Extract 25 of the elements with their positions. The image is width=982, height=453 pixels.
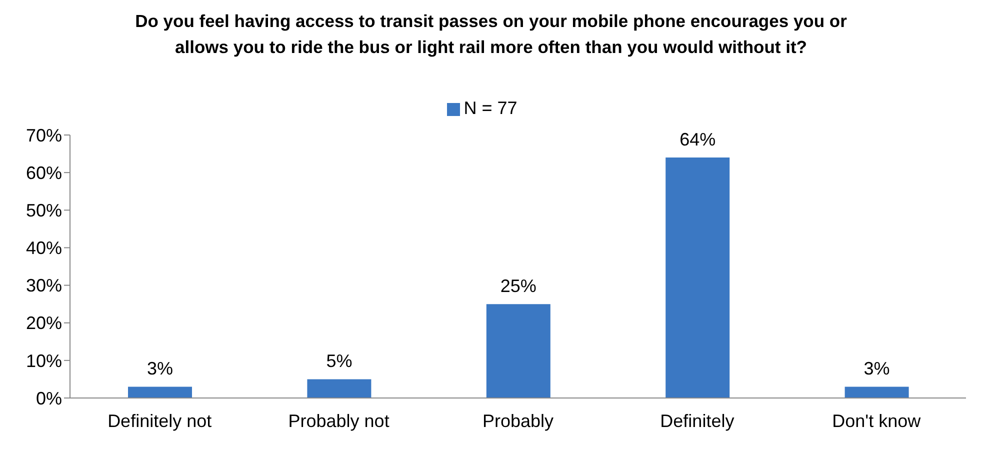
y-tick-label: 0%	[36, 388, 62, 408]
data-label: 3%	[146, 358, 174, 379]
data-label: 25%	[500, 276, 536, 296]
legend-label: N = 77	[464, 98, 518, 118]
x-tick-label: Probably not	[288, 410, 390, 431]
y-tick-label: 50%	[26, 200, 62, 221]
x-tick-label: Probably	[482, 410, 554, 431]
bar	[486, 304, 550, 398]
bar	[307, 379, 372, 398]
x-tick-label: Definitely not	[108, 410, 212, 431]
bar	[128, 386, 192, 398]
y-tick-label: 30%	[26, 276, 62, 296]
y-tick-label: 40%	[26, 238, 62, 258]
data-label: 64%	[680, 130, 716, 150]
bar	[844, 386, 909, 398]
y-tick-label: 10%	[26, 350, 62, 371]
data-label: 5%	[326, 351, 352, 372]
y-tick-label: 60%	[26, 162, 62, 183]
y-tick-label: 20%	[26, 313, 62, 334]
data-label: 3%	[864, 358, 890, 379]
y-tick-label: 70%	[26, 125, 62, 146]
x-tick-label: Definitely	[660, 410, 734, 431]
chart-title: Do you feel having access to transit passes on your mobile phone encourages you or allows you to ride the bus or light rail more often than you would without it?	[134, 10, 848, 59]
bar	[666, 158, 730, 398]
x-tick-label: Don't know	[832, 410, 922, 431]
